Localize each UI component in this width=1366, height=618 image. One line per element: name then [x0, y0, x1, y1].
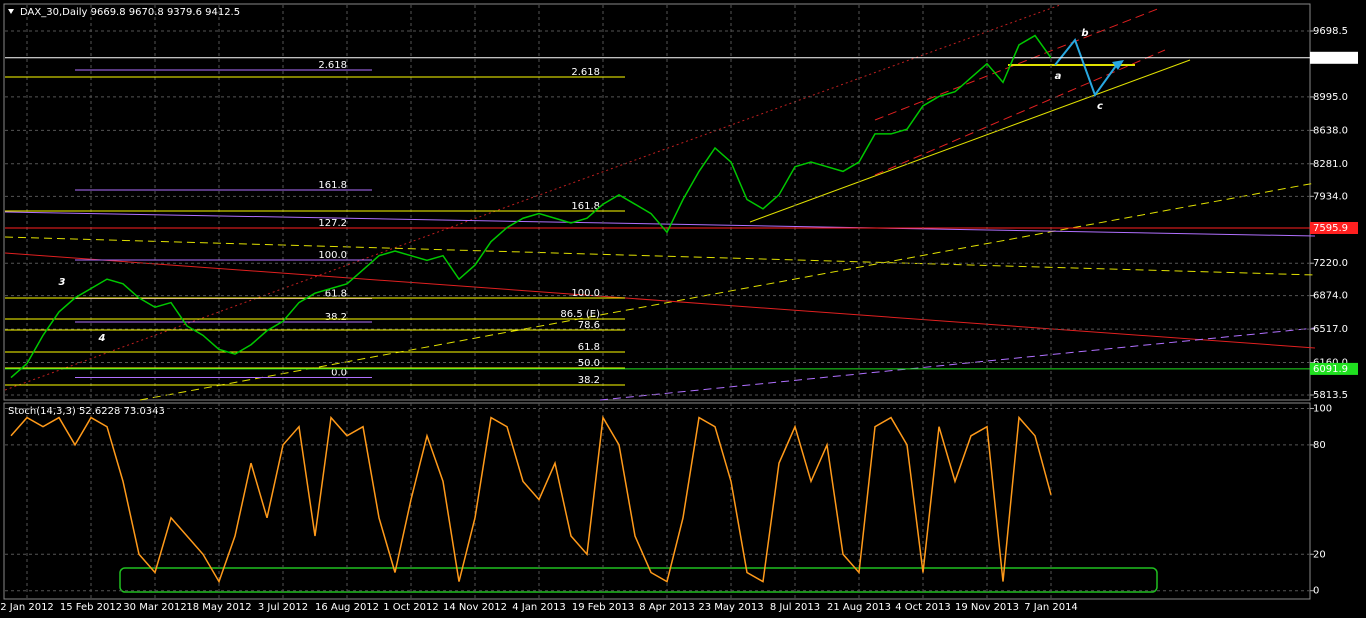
fib-label: 2.618	[318, 60, 347, 71]
x-tick-label: 16 Aug 2012	[315, 602, 379, 613]
fib-label: 161.8	[571, 201, 600, 212]
x-tick-label: 19 Nov 2013	[955, 602, 1019, 613]
y-tick-label: 0	[1313, 586, 1319, 597]
x-tick-label: 19 Feb 2013	[572, 602, 634, 613]
oversold-zone	[119, 567, 1158, 593]
wave-label: 3	[59, 277, 66, 288]
trend-line	[749, 59, 1191, 223]
x-tick-label: 4 Jan 2013	[512, 602, 566, 613]
y-tick-label: 6517.0	[1313, 324, 1348, 335]
y-tick-label: 5813.5	[1313, 390, 1348, 401]
y-tick-label: 9698.5	[1313, 26, 1348, 37]
x-tick-label: 3 Jul 2012	[258, 602, 308, 613]
price-tag-label: 9412.5	[1313, 53, 1348, 64]
price-tag	[1310, 51, 1358, 64]
trend-line	[599, 327, 1316, 401]
fib-label: 78.6	[578, 320, 600, 331]
fib-label: 100.0	[571, 288, 600, 299]
main-frame	[3, 3, 1311, 401]
y-tick-label: 8281.0	[1313, 159, 1348, 170]
wave-label: c	[1097, 101, 1103, 112]
fib-label: 86.5 (E)	[560, 309, 600, 320]
trend-line	[4, 252, 1316, 349]
fib-label: 2.618	[571, 67, 600, 78]
x-tick-label: 30 Mar 2012	[123, 602, 186, 613]
x-tick-label: 15 Feb 2012	[60, 602, 122, 613]
y-tick-label: 100	[1313, 403, 1332, 414]
arrow-head	[1112, 60, 1124, 70]
fib-label: 61.8	[325, 288, 347, 299]
fib-label: 38.2	[578, 375, 600, 386]
x-tick-label: 2 Jan 2012	[0, 602, 54, 613]
price-line-series	[10, 415, 1052, 584]
y-tick-label: 7220.0	[1313, 258, 1348, 269]
wave-label: b	[1081, 28, 1088, 39]
y-tick-label: 8995.0	[1313, 92, 1348, 103]
y-tick-label: 20	[1313, 549, 1326, 560]
fib-label: 100.0	[318, 250, 347, 261]
trend-line	[139, 182, 1316, 401]
wave-projection	[1054, 37, 1119, 98]
x-tick-label: 1 Oct 2012	[383, 602, 438, 613]
x-tick-label: 14 Nov 2012	[443, 602, 507, 613]
x-tick-label: 18 May 2012	[186, 602, 251, 613]
y-tick-label: 8638.0	[1313, 125, 1348, 136]
indicator-title: Stoch(14,3,3) 52.6228 73.0343	[8, 406, 165, 417]
fib-label: 161.8	[318, 180, 347, 191]
price-tag-label: 6091.9	[1313, 364, 1348, 375]
x-tick-label: 7 Jan 2014	[1024, 602, 1078, 613]
channel-line	[874, 49, 1166, 176]
price-tag-label: 7595.9	[1313, 223, 1348, 234]
fib-label: 50.0	[578, 358, 600, 369]
wave-label: a	[1055, 71, 1062, 82]
trend-line	[4, 4, 1061, 391]
wave-label: 4	[98, 333, 106, 344]
stoch-frame	[3, 402, 1311, 600]
price-tag	[1310, 221, 1358, 234]
fib-label: 127.2	[318, 218, 347, 229]
x-tick-label: 4 Oct 2013	[895, 602, 950, 613]
price-tag	[1310, 362, 1358, 375]
price-line-series	[10, 34, 1052, 379]
x-tick-label: 21 Aug 2013	[827, 602, 891, 613]
fib-label: 0.0	[331, 368, 347, 379]
x-tick-label: 23 May 2013	[698, 602, 763, 613]
x-tick-label: 8 Apr 2013	[639, 602, 694, 613]
y-tick-label: 80	[1313, 440, 1326, 451]
fib-label: 38.2	[325, 312, 347, 323]
trend-line	[4, 236, 1316, 276]
overlays	[4, 4, 1316, 593]
fib-label: 61.8	[578, 342, 600, 353]
menu-arrow	[8, 9, 14, 14]
channel-line	[874, 7, 1161, 121]
chart-title: DAX_30,Daily 9669.8 9670.8 9379.6 9412.5	[20, 7, 240, 18]
y-tick-label: 6874.0	[1313, 291, 1348, 302]
x-tick-label: 8 Jul 2013	[770, 602, 820, 613]
y-tick-label: 7934.0	[1313, 191, 1348, 202]
